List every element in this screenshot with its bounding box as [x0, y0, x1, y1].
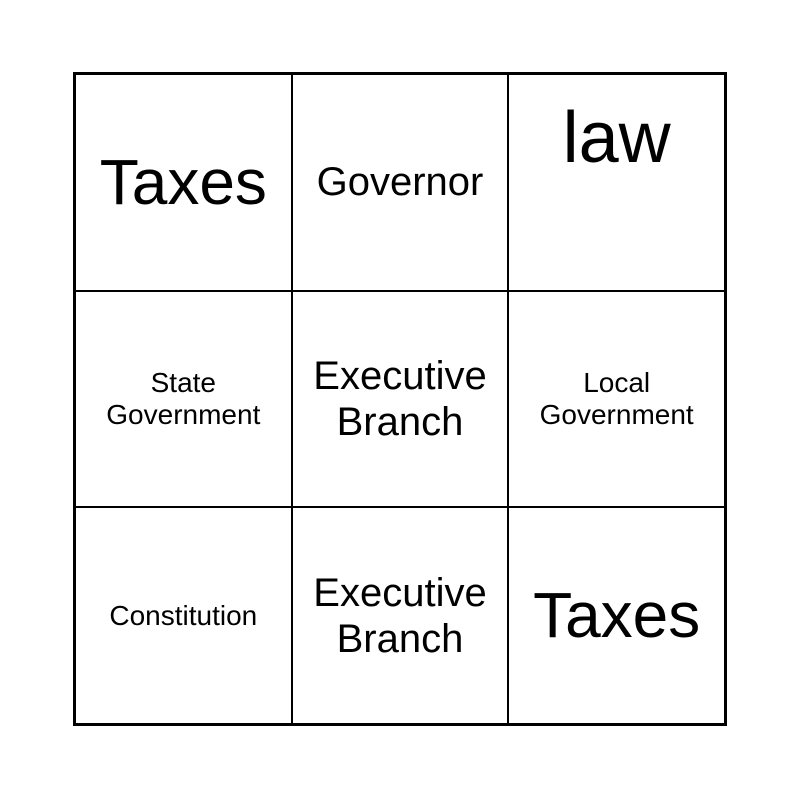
- bingo-card: Taxes Governor law State Government Exec…: [73, 72, 727, 726]
- cell: Executive Branch: [291, 290, 509, 508]
- cell: Constitution: [75, 507, 292, 724]
- cell: law: [508, 74, 725, 291]
- cell: Taxes: [75, 74, 292, 291]
- cell: Executive Branch: [291, 507, 509, 724]
- cell: Taxes: [508, 507, 725, 724]
- cell: Governor: [291, 74, 509, 291]
- cell: State Government: [75, 290, 292, 508]
- cell: Local Government: [508, 290, 725, 508]
